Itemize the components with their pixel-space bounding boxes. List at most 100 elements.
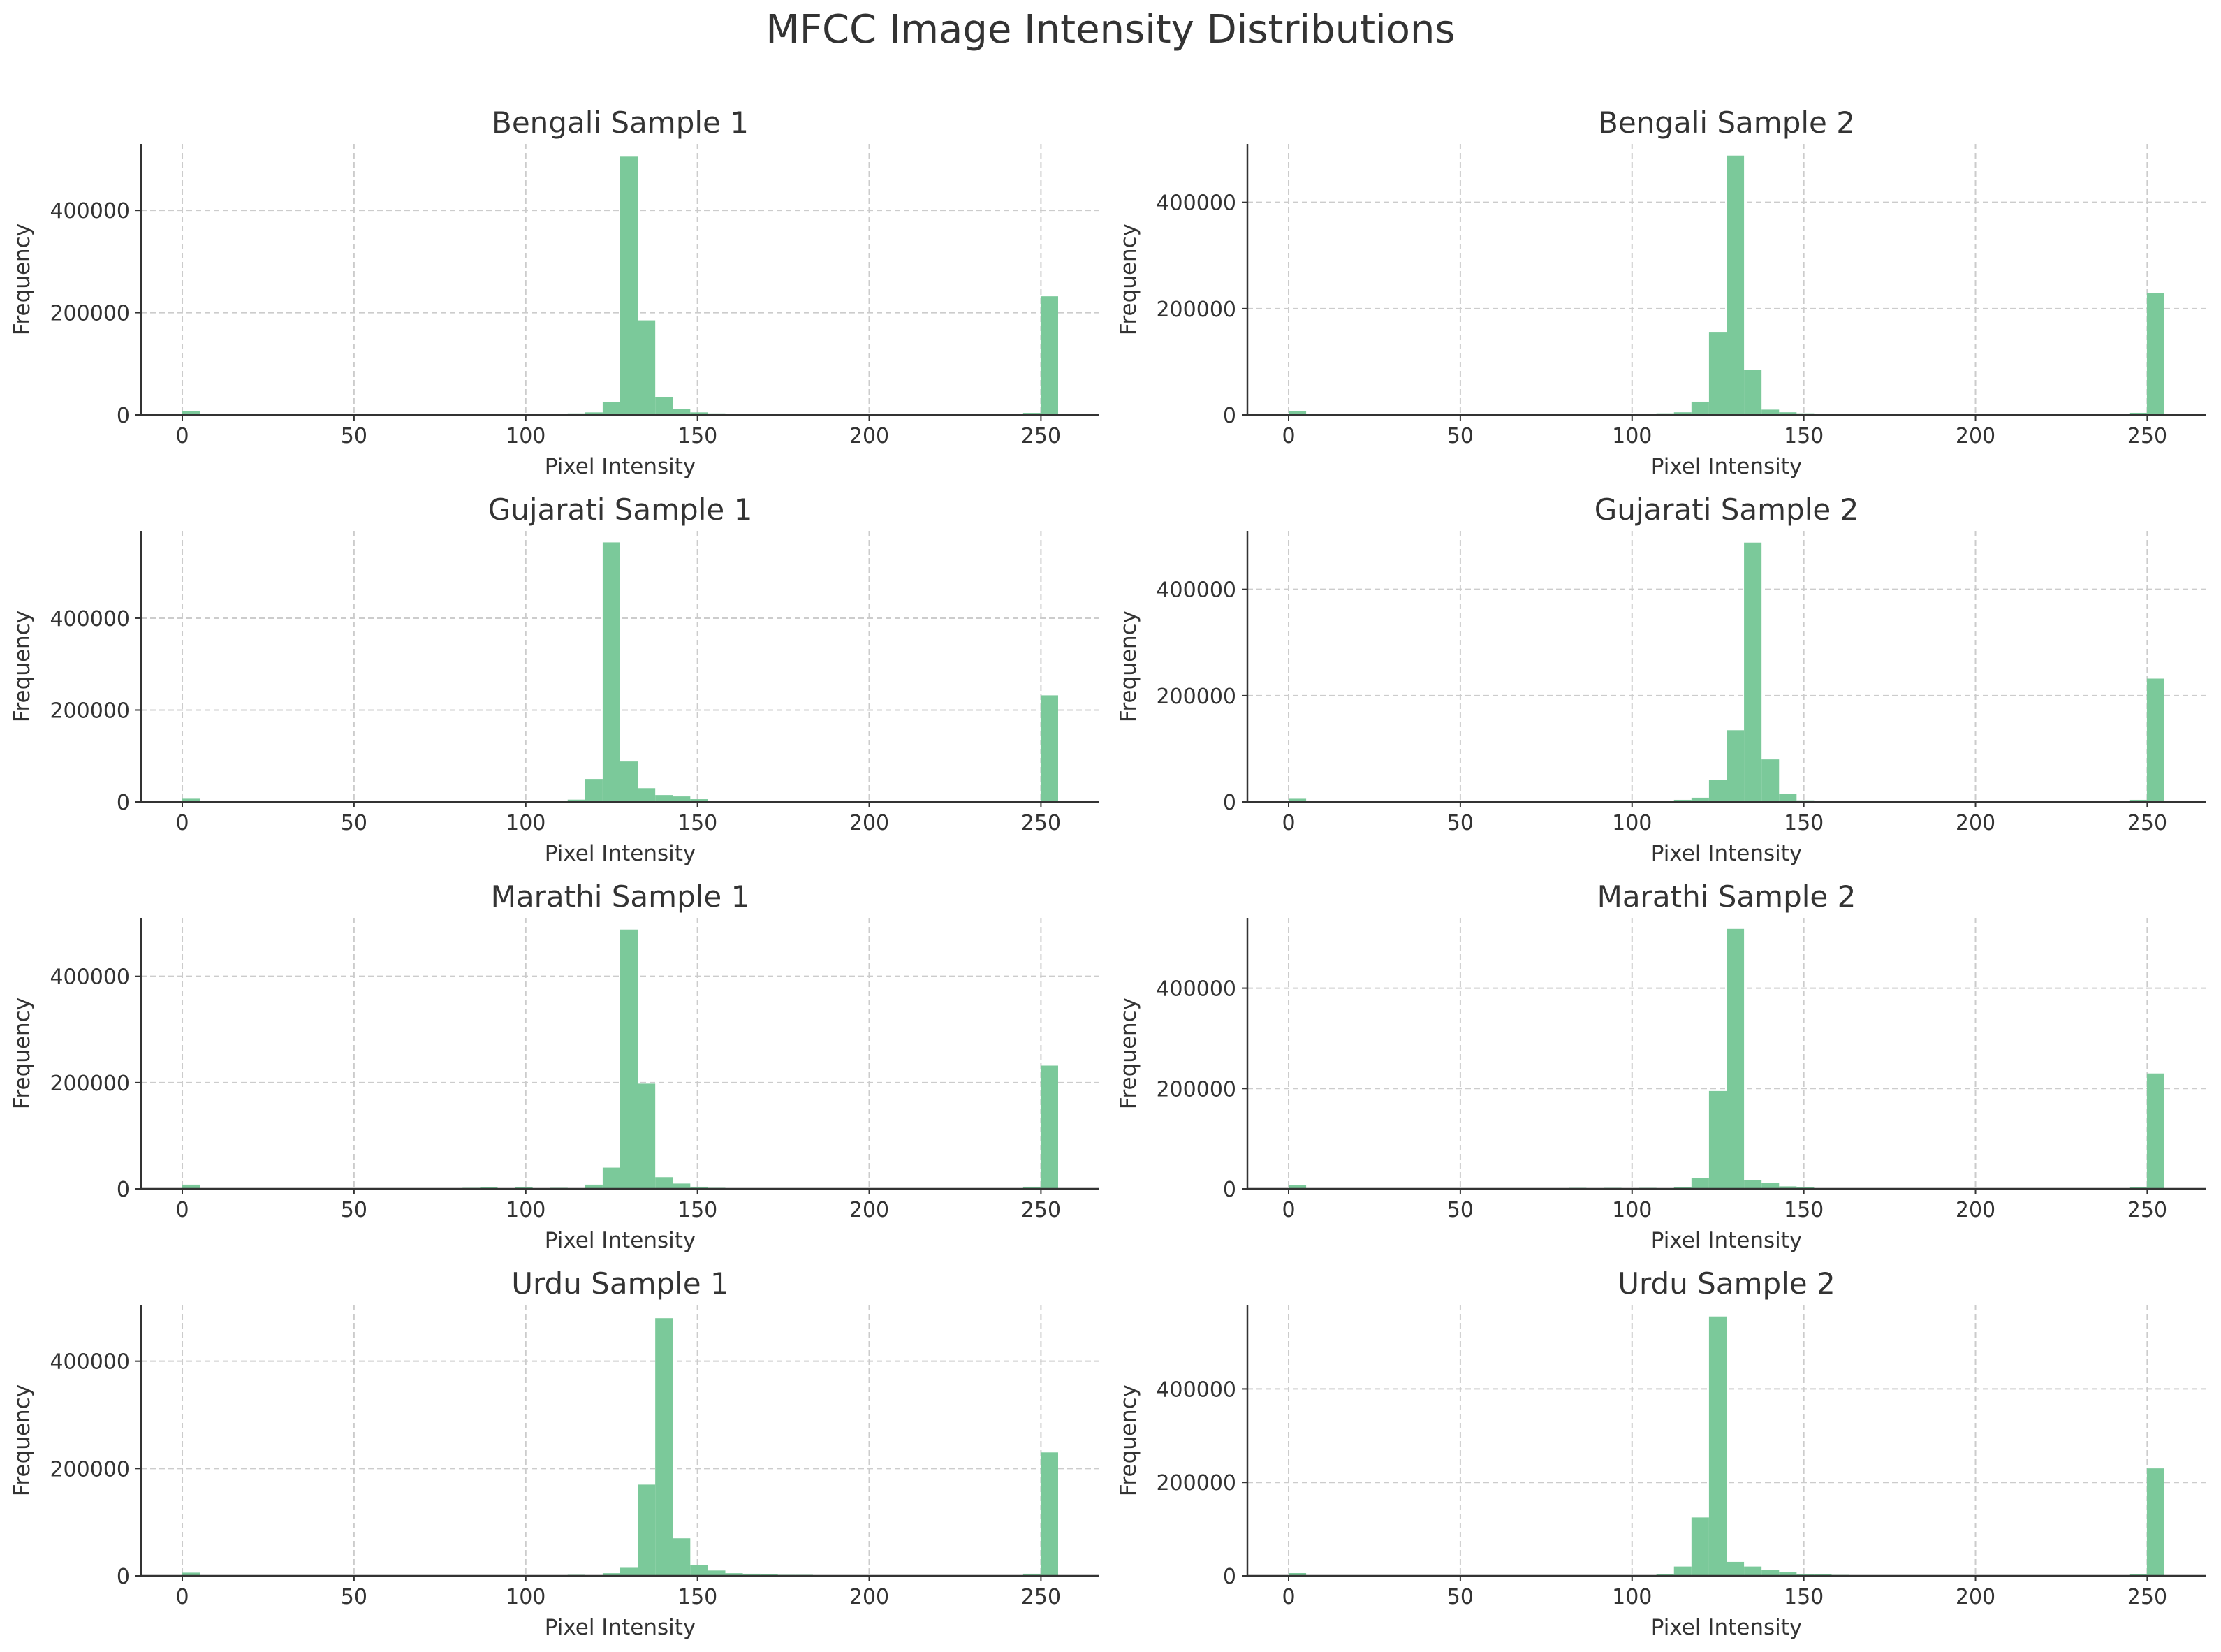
histogram-bar: [1727, 155, 1745, 416]
y-tick-label: 400000: [1156, 977, 1236, 1002]
y-axis-label: Frequency: [10, 1384, 35, 1496]
histogram-bar: [2129, 799, 2147, 802]
histogram-bar: [1708, 1090, 1727, 1189]
x-tick-label: 50: [1447, 1198, 1474, 1222]
histogram-bar: [602, 1167, 620, 1189]
histogram-bar: [620, 761, 638, 802]
histogram-bar: [1796, 1574, 1815, 1576]
x-tick-label: 200: [1956, 424, 1995, 448]
subplot-3: 0 50 100 150 200 250 0 200000 400000 Gujarati Sam…: [10, 492, 1099, 866]
histogram-bar: [638, 320, 656, 415]
histogram-bar: [655, 795, 673, 802]
subplot-8: 0 50 100 150 200 250 0 200000 400000 Urdu Sample …: [1116, 1266, 2206, 1640]
histogram-bar: [620, 156, 638, 415]
x-tick-label: 250: [2127, 1585, 2167, 1609]
histogram-bar: [655, 397, 673, 415]
x-tick-label: 150: [1784, 811, 1824, 835]
subplot-title: Marathi Sample 2: [1597, 879, 1856, 914]
y-axis-label: Frequency: [10, 611, 35, 722]
histogram-bar: [182, 798, 200, 802]
x-tick-label: 50: [341, 1198, 367, 1222]
y-tick-label: 0: [1223, 791, 1236, 815]
y-tick-label: 400000: [50, 1350, 130, 1375]
histogram-bar: [1673, 1566, 1692, 1576]
histogram-bar: [690, 1186, 708, 1189]
x-tick-label: 0: [1282, 1198, 1295, 1222]
x-tick-label: 150: [1784, 424, 1824, 448]
y-tick-label: 400000: [1156, 578, 1236, 603]
y-tick-label: 0: [117, 1178, 130, 1202]
histogram-bar: [1691, 1517, 1709, 1576]
histogram-bar: [673, 1183, 691, 1189]
x-axis-label: Pixel Intensity: [545, 454, 696, 479]
histogram-bar: [2129, 412, 2147, 415]
x-axis-label: Pixel Intensity: [1651, 454, 1803, 479]
histogram-bar: [1761, 1183, 1780, 1189]
x-tick-label: 50: [341, 811, 367, 835]
y-tick-label: 0: [1223, 1178, 1236, 1202]
histogram-bar: [1779, 794, 1797, 802]
x-tick-label: 150: [677, 811, 717, 835]
x-tick-label: 200: [1956, 811, 1995, 835]
y-tick-label: 0: [1223, 1565, 1236, 1589]
histogram-bar: [602, 402, 620, 415]
histogram-bar: [742, 1573, 761, 1576]
histogram-bar: [1779, 412, 1797, 415]
x-tick-label: 100: [506, 1585, 545, 1609]
histogram-bar: [673, 796, 691, 802]
subplot-1: 0 50 100 150 200 250 0 200000 400000 Bengali Samp…: [10, 105, 1099, 479]
histogram-bar: [655, 1177, 673, 1189]
y-axis-label: Frequency: [1116, 997, 1141, 1109]
subplot-title: Bengali Sample 1: [492, 105, 749, 140]
subplot-5: 0 50 100 150 200 250 0 200000 400000 Marathi Samp…: [10, 879, 1099, 1253]
x-tick-label: 50: [341, 424, 367, 448]
histogram-bar: [1708, 780, 1727, 802]
x-tick-label: 50: [1447, 424, 1474, 448]
x-tick-label: 150: [1784, 1585, 1824, 1609]
subplot-4: 0 50 100 150 200 250 0 200000 400000 Gujarati Sam…: [1116, 492, 2206, 866]
x-tick-label: 250: [2127, 1198, 2167, 1222]
histogram-bar: [1022, 1573, 1041, 1576]
figure-title: MFCC Image Intensity Distributions: [765, 7, 1456, 52]
y-tick-label: 0: [117, 404, 130, 428]
subplot-title: Bengali Sample 2: [1598, 105, 1855, 140]
y-tick-label: 0: [1223, 404, 1236, 428]
y-axis-label: Frequency: [1116, 1384, 1141, 1496]
x-tick-label: 250: [1021, 811, 1061, 835]
x-axis-label: Pixel Intensity: [545, 841, 696, 866]
subplot-6: 0 50 100 150 200 250 0 200000 400000 Marathi Samp…: [1116, 879, 2206, 1253]
histogram-bar: [182, 411, 200, 415]
subplot-2: 0 50 100 150 200 250 0 200000 400000 Bengali Samp…: [1116, 105, 2206, 479]
histogram-bar: [1744, 1566, 1762, 1576]
histogram-bar: [1691, 797, 1709, 802]
y-axis-label: Frequency: [10, 997, 35, 1109]
histogram-bar: [1289, 411, 1307, 415]
x-tick-label: 0: [175, 424, 189, 448]
x-tick-label: 100: [1612, 424, 1652, 448]
histogram-bar: [2129, 1187, 2147, 1189]
x-axis-label: Pixel Intensity: [545, 1228, 696, 1253]
y-axis-label: Frequency: [1116, 224, 1141, 335]
y-tick-label: 400000: [50, 607, 130, 631]
x-tick-label: 0: [175, 1198, 189, 1222]
y-tick-label: 400000: [1156, 1377, 1236, 1402]
histogram-bar: [602, 542, 620, 802]
histogram-bar: [2146, 678, 2164, 802]
histogram-bar: [585, 779, 603, 802]
y-tick-label: 200000: [50, 699, 130, 723]
histogram-bar: [602, 1573, 620, 1576]
histogram-bar: [182, 1184, 200, 1189]
x-tick-label: 50: [341, 1585, 367, 1609]
x-axis-label: Pixel Intensity: [1651, 1615, 1803, 1640]
histogram-bar: [182, 1572, 200, 1576]
x-tick-label: 200: [1956, 1585, 1995, 1609]
x-tick-label: 0: [1282, 424, 1295, 448]
x-tick-label: 100: [506, 1198, 545, 1222]
y-tick-label: 200000: [50, 1072, 130, 1096]
histogram-bar: [1761, 409, 1780, 415]
x-tick-label: 250: [2127, 424, 2167, 448]
histogram-bar: [585, 412, 603, 415]
x-tick-label: 100: [506, 811, 545, 835]
